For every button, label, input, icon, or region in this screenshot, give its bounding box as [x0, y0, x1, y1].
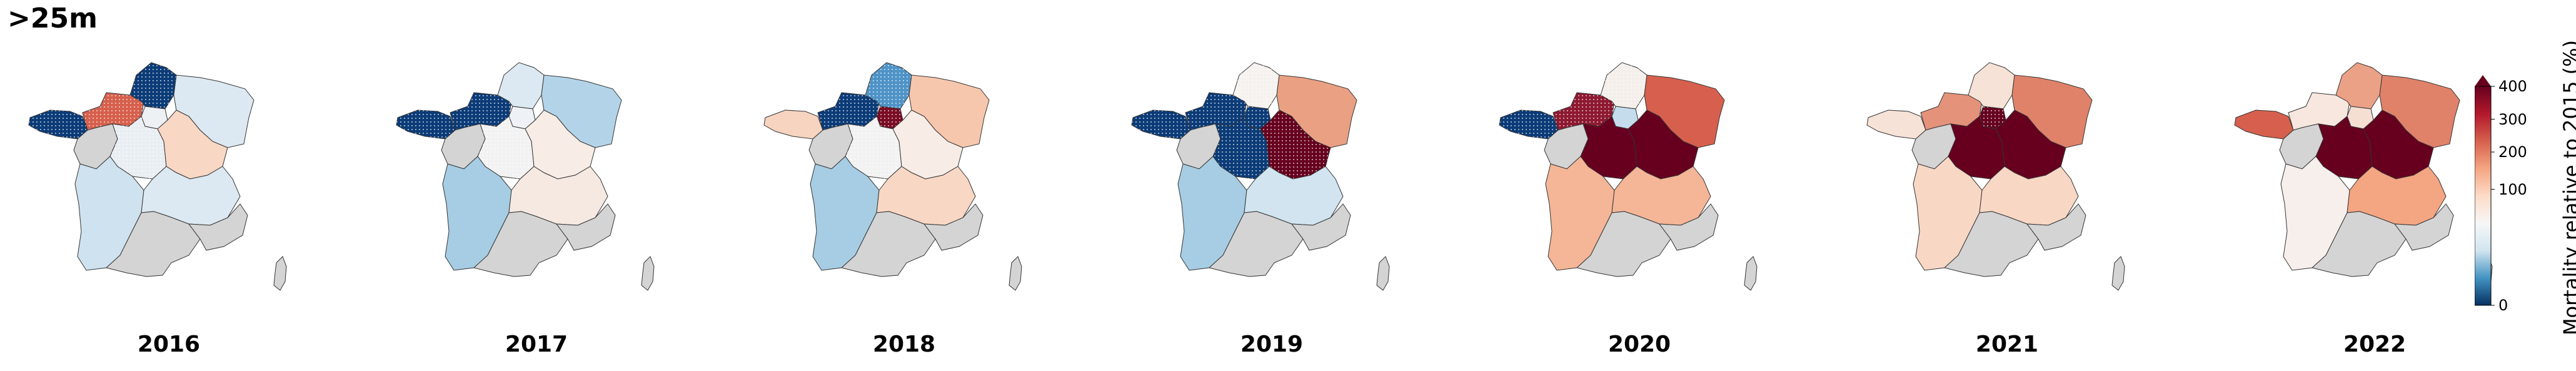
map-2019: [1115, 56, 1409, 319]
france-map-2017: [396, 62, 655, 291]
region-paca-2019: [1291, 203, 1351, 251]
colorbar-tick-0: 0: [2498, 297, 2508, 314]
colorbar: [2474, 74, 2500, 314]
colorbar-label: Mortality relative to 2015 (%): [2559, 39, 2576, 336]
map-2022: [2218, 56, 2512, 319]
region-hatch-normandie-2020: [1553, 93, 1614, 130]
region-hatch-centre-2017: [478, 116, 534, 179]
year-label-2017: 2017: [505, 332, 568, 357]
region-hatch-normandie-2016: [83, 93, 144, 130]
map-2021: [1851, 56, 2145, 319]
france-map-2018: [763, 62, 1022, 291]
region-hatch-bretagne-2019: [1132, 110, 1190, 139]
year-label-2020: 2020: [1607, 332, 1671, 357]
france-map-2019: [1131, 62, 1390, 291]
figure-title: >25m: [8, 3, 98, 34]
region-hatch-hdf-2016: [130, 63, 176, 109]
region-bretagne-2021: [1866, 109, 1926, 140]
colorbar-tick-300: 300: [2498, 110, 2527, 128]
region-paca-2021: [2026, 203, 2086, 251]
region-hatch-hdf-2018: [865, 63, 912, 109]
region-corse-2020: [1744, 256, 1758, 291]
region-hatch-bretagne-2016: [29, 110, 88, 139]
year-label-2019: 2019: [1240, 332, 1304, 357]
colorbar-tick-200: 200: [2498, 143, 2527, 161]
region-corse-2021: [2111, 256, 2125, 291]
year-label-2016: 2016: [137, 332, 201, 357]
region-hatch-bfc-2019: [1260, 110, 1331, 179]
region-hatch-hdf-2019: [1233, 63, 1279, 109]
region-hatch-centre-2019: [1213, 116, 1269, 179]
region-hatch-idf-2021: [1980, 106, 2006, 129]
region-hatch-idf-2018: [877, 106, 903, 129]
region-paca-2022: [2393, 203, 2454, 251]
map-2020: [1483, 56, 1777, 319]
region-paca-2016: [188, 203, 248, 251]
region-hatch-centre-2016: [110, 116, 166, 179]
region-paca-2018: [923, 203, 984, 251]
region-hatch-centre-2018: [845, 116, 902, 179]
region-paca-2017: [555, 203, 616, 251]
map-2018: [748, 56, 1042, 319]
colorbar-extend-arrow: [2475, 75, 2491, 86]
map-2017: [380, 56, 674, 319]
france-map-2021: [1866, 62, 2125, 291]
region-bretagne-2018: [763, 109, 823, 140]
france-map-2016: [28, 62, 287, 291]
region-paca-2020: [1658, 203, 1719, 251]
france-map-2022: [2234, 62, 2493, 291]
map-2016: [13, 56, 306, 319]
region-hatch-bretagne-2017: [396, 110, 455, 139]
region-corse-2017: [641, 256, 655, 291]
region-bretagne-2022: [2234, 109, 2294, 140]
region-hatch-bretagne-2020: [1499, 110, 1558, 139]
region-hatch-hdf-2020: [1601, 63, 1647, 109]
region-hatch-normandie-2018: [818, 93, 879, 130]
colorbar-tick-100: 100: [2498, 180, 2527, 198]
year-label-2022: 2022: [2343, 332, 2407, 357]
region-corse-2019: [1376, 256, 1390, 291]
region-corse-2018: [1009, 256, 1022, 291]
france-map-2020: [1499, 62, 1758, 291]
colorbar-tick-400: 400: [2498, 78, 2527, 95]
year-label-2021: 2021: [1975, 332, 2039, 357]
region-hatch-normandie-2017: [450, 93, 511, 130]
region-hatch-normandie-2019: [1185, 93, 1247, 130]
year-label-2018: 2018: [872, 332, 936, 357]
region-hatch-idf-2019: [1244, 106, 1270, 129]
colorbar-gradient: [2474, 75, 2495, 306]
colorbar-bar: [2474, 86, 2492, 306]
region-corse-2016: [273, 256, 287, 291]
